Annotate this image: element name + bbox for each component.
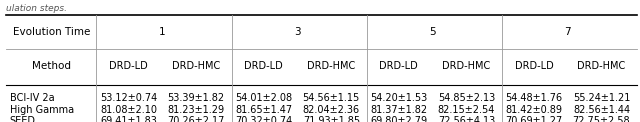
Text: 1: 1 <box>159 27 166 37</box>
Text: 3: 3 <box>294 27 301 37</box>
Text: 5: 5 <box>429 27 436 37</box>
Text: 55.24±1.21: 55.24±1.21 <box>573 93 630 103</box>
Text: 7: 7 <box>564 27 571 37</box>
Text: 82.56±1.44: 82.56±1.44 <box>573 105 630 115</box>
Text: DRD-LD: DRD-LD <box>515 61 554 71</box>
Text: 70.69±1.27: 70.69±1.27 <box>506 116 563 122</box>
Text: DRD-LD: DRD-LD <box>380 61 418 71</box>
Text: ulation steps.: ulation steps. <box>6 4 67 13</box>
Text: 54.85±2.13: 54.85±2.13 <box>438 93 495 103</box>
Text: 72.75±2.58: 72.75±2.58 <box>573 116 630 122</box>
Text: DRD-LD: DRD-LD <box>244 61 283 71</box>
Text: 54.01±2.08: 54.01±2.08 <box>235 93 292 103</box>
Text: 54.20±1.53: 54.20±1.53 <box>370 93 428 103</box>
Text: 53.39±1.82: 53.39±1.82 <box>168 93 225 103</box>
Text: 81.37±1.82: 81.37±1.82 <box>371 105 428 115</box>
Text: SEED: SEED <box>10 116 36 122</box>
Text: DRD-HMC: DRD-HMC <box>442 61 490 71</box>
Text: 81.42±0.89: 81.42±0.89 <box>506 105 563 115</box>
Text: High Gamma: High Gamma <box>10 105 74 115</box>
Text: 72.56±4.13: 72.56±4.13 <box>438 116 495 122</box>
Text: 69.41±1.83: 69.41±1.83 <box>100 116 157 122</box>
Text: 71.93±1.85: 71.93±1.85 <box>303 116 360 122</box>
Text: Method: Method <box>32 61 71 71</box>
Text: 54.48±1.76: 54.48±1.76 <box>506 93 563 103</box>
Text: 82.04±2.36: 82.04±2.36 <box>303 105 360 115</box>
Text: DRD-HMC: DRD-HMC <box>307 61 355 71</box>
Text: BCI-IV 2a: BCI-IV 2a <box>10 93 54 103</box>
Text: DRD-LD: DRD-LD <box>109 61 148 71</box>
Text: 53.12±0.74: 53.12±0.74 <box>100 93 157 103</box>
Text: 70.26±2.17: 70.26±2.17 <box>168 116 225 122</box>
Text: 82.15±2.54: 82.15±2.54 <box>438 105 495 115</box>
Text: 81.08±2.10: 81.08±2.10 <box>100 105 157 115</box>
Text: Evolution Time: Evolution Time <box>13 27 90 37</box>
Text: DRD-HMC: DRD-HMC <box>577 61 625 71</box>
Text: 81.65±1.47: 81.65±1.47 <box>235 105 292 115</box>
Text: 54.56±1.15: 54.56±1.15 <box>303 93 360 103</box>
Text: 70.32±0.74: 70.32±0.74 <box>235 116 292 122</box>
Text: 81.23±1.29: 81.23±1.29 <box>168 105 225 115</box>
Text: DRD-HMC: DRD-HMC <box>172 61 220 71</box>
Text: 69.80±2.79: 69.80±2.79 <box>371 116 428 122</box>
